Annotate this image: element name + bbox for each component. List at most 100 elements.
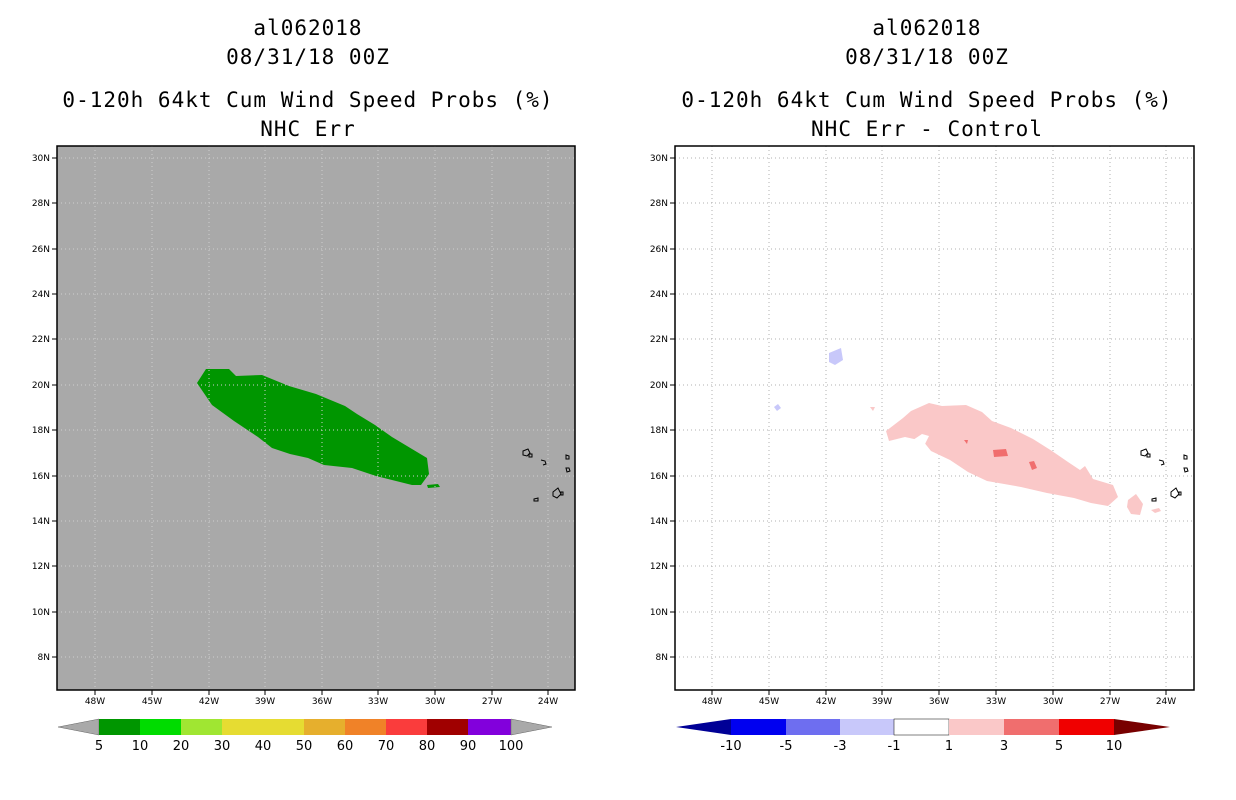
left-lat-label: 30N [32, 154, 50, 164]
left-lat-label: 22N [32, 335, 50, 345]
right-lon-label: 33W [986, 697, 1006, 707]
right-colorbar-low-end [676, 719, 731, 735]
right-lat-label: 22N [650, 335, 668, 345]
right-lat-label: 8N [656, 653, 668, 663]
right-medium-difference-blob [1029, 461, 1037, 470]
right-lat-label: 30N [650, 154, 668, 164]
left-lat-label: 10N [32, 608, 50, 618]
right-title-block: al062018 08/31/18 00Z 0-120h 64kt Cum Wi… [680, 14, 1174, 144]
right-colorbar-label: 10 [1106, 739, 1123, 754]
left-colorbar-label: 30 [214, 739, 231, 754]
left-title-block: al062018 08/31/18 00Z 0-120h 64kt Cum Wi… [61, 14, 555, 144]
left-axis-ticks [52, 157, 549, 695]
right-datetime: 08/31/18 00Z [845, 45, 1009, 69]
right-lon-label: 42W [816, 697, 836, 707]
left-colorbar-high-end [510, 718, 553, 736]
right-lat-label: 16N [650, 472, 668, 482]
right-subtitle: NHC Err - Control [811, 117, 1043, 141]
right-colorbar-label: 5 [1055, 739, 1063, 754]
right-colorbar-box [1004, 719, 1059, 735]
left-lat-label: 12N [32, 562, 50, 572]
right-colorbar-label: 3 [1000, 739, 1008, 754]
right-map-frame [674, 145, 1195, 691]
left-colorbar-label: 5 [95, 739, 103, 754]
right-lat-label: 28N [650, 199, 668, 209]
left-colorbar-box [427, 719, 468, 735]
right-colorbar-label: 1 [945, 739, 953, 754]
right-lat-label: 10N [650, 608, 668, 618]
left-lat-label: 28N [32, 199, 50, 209]
left-lon-label: 36W [312, 697, 332, 707]
right-cape-verde-islands [1140, 448, 1189, 502]
right-colorbar-box [840, 719, 894, 735]
right-lon-label: 48W [702, 697, 722, 707]
right-lat-label: 12N [650, 562, 668, 572]
left-lon-label: 27W [482, 697, 502, 707]
right-colorbar: -10 -5 -3 -1 1 3 5 10 [676, 718, 1170, 754]
right-neutral-gap [913, 434, 929, 445]
right-lat-label: 18N [650, 426, 668, 436]
left-colorbar-low-end [57, 718, 100, 736]
right-colorbar-label: -5 [780, 739, 793, 754]
left-colorbar-box [386, 719, 427, 735]
left-probability-swath-tail [427, 484, 440, 488]
right-medium-difference-blob [964, 440, 968, 444]
left-product-title: 0-120h 64kt Cum Wind Speed Probs (%) [62, 88, 554, 112]
right-colorbar-box [1059, 719, 1114, 735]
left-colorbar-box [304, 719, 345, 735]
right-negative-difference-blob [774, 404, 781, 411]
left-colorbar-label: 60 [337, 739, 354, 754]
left-probability-swath [197, 369, 429, 485]
left-colorbar-label: 10 [132, 739, 149, 754]
left-grid-lines [57, 146, 575, 690]
left-lat-label: 20N [32, 381, 50, 391]
right-colorbar-high-end [1114, 719, 1170, 735]
right-colorbar-label: -1 [888, 739, 901, 754]
right-lon-label: 39W [872, 697, 892, 707]
right-grid-lines [675, 146, 1194, 690]
right-colorbar-box [786, 719, 840, 735]
right-lon-label: 27W [1100, 697, 1120, 707]
right-medium-difference-blob [993, 449, 1008, 457]
right-positive-difference-blob [1151, 508, 1161, 513]
left-colorbar-label: 80 [419, 739, 436, 754]
left-subtitle: NHC Err [260, 117, 356, 141]
right-lat-label: 26N [650, 245, 668, 255]
right-lat-label: 14N [650, 517, 668, 527]
left-datetime: 08/31/18 00Z [226, 45, 390, 69]
left-colorbar-box [140, 719, 181, 735]
right-map: 30N 28N 26N 24N 22N 20N 18N 16N 14N 12N … [650, 145, 1195, 707]
right-negative-difference-blob [829, 348, 843, 365]
right-colorbar-box [949, 719, 1004, 735]
left-storm-id: al062018 [253, 16, 363, 40]
right-lon-label: 45W [759, 697, 779, 707]
left-colorbar-label: 40 [255, 739, 272, 754]
left-colorbar-label: 20 [173, 739, 190, 754]
left-cape-verde-islands [522, 448, 571, 502]
right-lat-label: 24N [650, 290, 668, 300]
right-lon-label: 24W [1156, 697, 1176, 707]
right-colorbar-box [731, 719, 786, 735]
right-lat-label: 20N [650, 381, 668, 391]
left-colorbar-box [468, 719, 511, 735]
left-lon-label: 30W [425, 697, 445, 707]
right-lon-label: 36W [929, 697, 949, 707]
left-lat-label: 24N [32, 290, 50, 300]
left-colorbar: 5 10 20 30 40 50 60 70 80 90 100 [57, 718, 553, 754]
left-lon-label: 39W [255, 697, 275, 707]
left-colorbar-box [99, 719, 140, 735]
left-lat-label: 16N [32, 472, 50, 482]
right-colorbar-label: -3 [834, 739, 847, 754]
left-lon-label: 33W [368, 697, 388, 707]
left-lat-label: 26N [32, 245, 50, 255]
right-positive-difference-blob [1127, 494, 1143, 515]
left-lat-label: 18N [32, 426, 50, 436]
right-lon-label: 30W [1043, 697, 1063, 707]
left-lon-label: 42W [199, 697, 219, 707]
left-lat-label: 8N [38, 653, 50, 663]
left-colorbar-label: 100 [499, 739, 524, 754]
right-colorbar-label: -10 [720, 739, 741, 754]
left-colorbar-box [263, 719, 304, 735]
left-colorbar-label: 70 [378, 739, 395, 754]
